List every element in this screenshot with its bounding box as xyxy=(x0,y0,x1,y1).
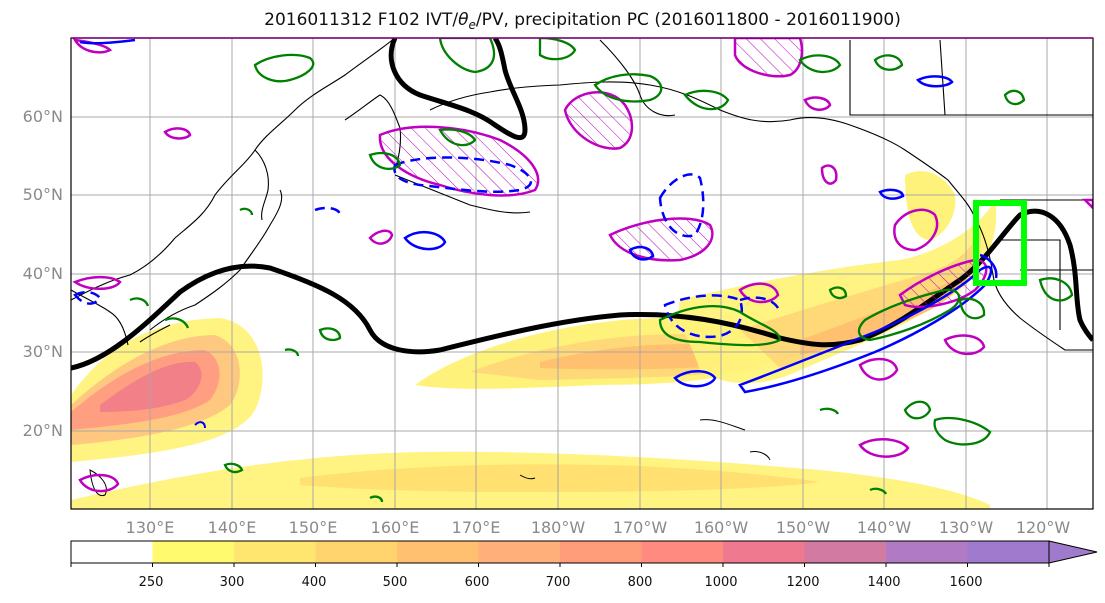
lat-label-50n: 50°N xyxy=(22,185,63,204)
colorbar-extend-arrow xyxy=(1048,540,1098,564)
lon-label-140w: 140°W xyxy=(856,518,912,537)
lon-label-130w: 130°W xyxy=(938,518,994,537)
lon-label-140e: 140°E xyxy=(207,518,257,537)
figure-title: 2016011312 F102 IVT/θe/PV, precipitation… xyxy=(264,10,901,33)
lon-label-170e: 170°E xyxy=(451,518,501,537)
lat-label-30n: 30°N xyxy=(22,342,63,361)
lon-label-160e: 160°E xyxy=(370,518,420,537)
colorbar-swatch xyxy=(967,541,1050,563)
colorbar-swatch xyxy=(152,541,235,563)
colorbar-label-400: 400 xyxy=(301,575,327,590)
precip-contours xyxy=(129,38,1074,503)
theta-e-contour xyxy=(71,208,1093,371)
pv-contours xyxy=(79,38,998,429)
colorbar-swatch xyxy=(641,541,724,563)
lon-label-120w: 120°W xyxy=(1015,518,1071,537)
theta-e-contour-north xyxy=(388,38,528,141)
colorbar-swatch xyxy=(315,541,398,563)
lon-label-130e: 130°E xyxy=(125,518,175,537)
colorbar-label-250: 250 xyxy=(138,575,164,590)
colorbar-label-800: 800 xyxy=(627,575,653,590)
pv-hatched-regions xyxy=(72,38,1093,493)
colorbar-label-1400: 1400 xyxy=(867,575,901,590)
region-highlight-box xyxy=(973,200,1027,286)
colorbar-label-300: 300 xyxy=(219,575,245,590)
colorbar-swatch xyxy=(560,541,642,563)
colorbar-swatch xyxy=(723,541,805,563)
colorbar-swatch xyxy=(478,541,561,563)
coastlines xyxy=(71,38,1093,351)
colorbar-label-700: 700 xyxy=(545,575,571,590)
colorbar-swatch xyxy=(804,541,887,563)
lat-label-20n: 20°N xyxy=(22,421,63,440)
colorbar-label-1000: 1000 xyxy=(704,575,738,590)
lat-label-40n: 40°N xyxy=(22,264,63,283)
colorbar-swatch xyxy=(397,541,479,563)
lon-label-150w: 150°W xyxy=(775,518,831,537)
lon-label-150e: 150°E xyxy=(288,518,338,537)
lat-label-60n: 60°N xyxy=(22,107,63,126)
colorbar-label-1200: 1200 xyxy=(786,575,820,590)
colorbar xyxy=(70,540,1098,567)
colorbar-label-1600: 1600 xyxy=(949,575,983,590)
colorbar-swatch xyxy=(234,541,316,563)
lon-label-170w: 170°W xyxy=(612,518,668,537)
colorbar-label-500: 500 xyxy=(382,575,408,590)
lon-label-160w: 160°W xyxy=(693,518,749,537)
colorbar-swatch xyxy=(71,541,153,563)
colorbar-label-600: 600 xyxy=(464,575,490,590)
colorbar-swatch xyxy=(886,541,968,563)
lon-label-180w: 180°W xyxy=(530,518,586,537)
pv-dashed-contours xyxy=(73,156,780,339)
